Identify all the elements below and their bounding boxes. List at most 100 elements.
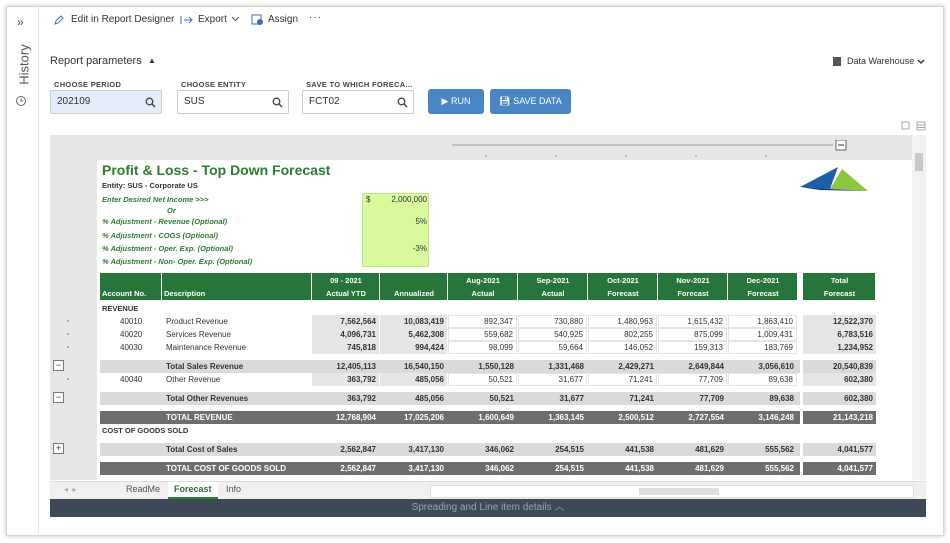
header-top: Nov-2021 xyxy=(658,276,728,285)
value-cell: 50,521 xyxy=(448,373,517,386)
value-cell: 3,146,248 xyxy=(728,411,797,424)
header-bottom: Forecast xyxy=(658,289,728,298)
value-cell: 892,347 xyxy=(448,315,517,328)
collapse-icon[interactable]: ▲ xyxy=(148,56,156,65)
sheet: Profit & Loss - Top Down Forecast Entity… xyxy=(97,160,912,480)
section-label: COST OF GOODS SOLD xyxy=(102,424,188,437)
value-cell: 159,313 xyxy=(658,341,727,354)
chevron xyxy=(917,59,925,65)
table-row: 40020Services Revenue4,096,7315,462,3085… xyxy=(100,328,876,341)
header-bottom: Description xyxy=(162,289,312,298)
value-cell: 441,538 xyxy=(588,443,657,456)
value-cell: 1,480,963 xyxy=(588,315,657,328)
view-icons[interactable] xyxy=(900,121,928,131)
input-value[interactable]: 5% xyxy=(415,217,427,226)
input-label: % Adjustment - Non- Oper. Exp. (Optional… xyxy=(102,257,252,266)
entity: Entity: SUS - Corporate US xyxy=(102,181,198,190)
value-cell: 2,727,554 xyxy=(658,411,727,424)
toolbar-item[interactable]: Export xyxy=(198,14,227,25)
description: Total Sales Revenue xyxy=(166,360,243,373)
history-label[interactable]: History xyxy=(17,35,32,95)
value-cell: 3,056,610 xyxy=(728,360,797,373)
value-cell: 602,380 xyxy=(803,392,876,405)
v-scrollbar[interactable] xyxy=(912,135,926,480)
value-cell: 1,234,952 xyxy=(803,341,876,354)
scroll-thumb[interactable] xyxy=(639,488,719,495)
header-bottom: Account No. xyxy=(100,289,162,298)
value-cell: 183,769 xyxy=(728,341,797,354)
header-top: Sep-2021 xyxy=(518,276,588,285)
header-top: Dec-2021 xyxy=(728,276,798,285)
value-cell: 89,638 xyxy=(728,392,797,405)
value-cell: 12,768,904 xyxy=(312,411,379,424)
value-cell: 346,062 xyxy=(448,443,517,456)
search-icon[interactable] xyxy=(145,97,156,111)
value-cell: 5,462,308 xyxy=(380,328,447,341)
header-top: Oct-2021 xyxy=(588,276,658,285)
outline-dot xyxy=(67,346,69,348)
tab-nav[interactable]: ◂ ▸ xyxy=(64,485,76,494)
save-button[interactable]: 💾︎ SAVE DATA xyxy=(490,89,571,114)
save-icon: 💾︎ xyxy=(499,96,513,106)
expand-icon[interactable]: » xyxy=(17,15,24,29)
value-cell: 7,562,564 xyxy=(312,315,379,328)
value-cell: 481,629 xyxy=(658,462,727,475)
value-cell: 31,677 xyxy=(518,392,587,405)
description: Maintenance Revenue xyxy=(166,341,246,354)
input-label: % Adjustment - COGS (Optional) xyxy=(102,231,218,240)
value-cell: 89,638 xyxy=(728,373,797,386)
value-cell: 16,540,150 xyxy=(380,360,447,373)
value-cell: 540,925 xyxy=(518,328,587,341)
description: Services Revenue xyxy=(166,328,231,341)
outline-toggle[interactable]: − xyxy=(53,392,64,403)
sheet-tab[interactable]: Info xyxy=(220,482,247,497)
input-value[interactable]: 2,000,000 xyxy=(391,195,427,204)
search-icon[interactable] xyxy=(397,97,408,111)
description: Product Revenue xyxy=(166,315,228,328)
report-frame: Profit & Loss - Top Down Forecast Entity… xyxy=(50,135,926,480)
more-icon[interactable]: ··· xyxy=(309,12,322,23)
value-cell: 994,424 xyxy=(380,341,447,354)
header-bottom: Annualized xyxy=(380,289,448,298)
toolbar-item[interactable]: Assign xyxy=(268,14,298,25)
value-cell: 602,380 xyxy=(803,373,876,386)
value-cell: 1,009,431 xyxy=(728,328,797,341)
scroll-thumb[interactable] xyxy=(915,153,923,171)
header-bottom: Actual xyxy=(448,289,518,298)
search-icon[interactable] xyxy=(272,97,283,111)
header-top: 09 - 2021 xyxy=(312,276,380,285)
params-title[interactable]: Report parameters xyxy=(50,55,142,67)
description: Total Other Revenues xyxy=(166,392,248,405)
value-cell: 71,241 xyxy=(588,392,657,405)
input-value[interactable]: -3% xyxy=(413,244,427,253)
data-source[interactable]: Data Warehouse xyxy=(847,56,914,66)
value-cell: 3,417,130 xyxy=(380,462,447,475)
value-cell: 730,880 xyxy=(518,315,587,328)
section-label: REVENUE xyxy=(102,302,138,315)
value-cell: 1,600,649 xyxy=(448,411,517,424)
value-cell: 1,615,432 xyxy=(658,315,727,328)
value-cell: 146,052 xyxy=(588,341,657,354)
sheet-tab[interactable]: Forecast xyxy=(168,482,218,499)
value-cell: 485,056 xyxy=(380,373,447,386)
h-scrollbar[interactable] xyxy=(430,485,914,498)
header-bottom: Actual xyxy=(518,289,588,298)
value-cell: 77,709 xyxy=(658,392,727,405)
description: Total Cost of Sales xyxy=(166,443,237,456)
header-top: Aug-2021 xyxy=(448,276,518,285)
input-label: % Adjustment - Oper. Exp. (Optional) xyxy=(102,244,233,253)
ruler xyxy=(450,140,855,160)
header-top: Total xyxy=(803,276,876,285)
account-no: 40020 xyxy=(120,328,142,341)
input-prefix: $ xyxy=(366,195,370,204)
value-cell: 1,863,410 xyxy=(728,315,797,328)
table-row: COST OF GOODS SOLD xyxy=(100,424,876,437)
details-bar[interactable]: Spreading and Line item details ︿ xyxy=(50,499,926,517)
button-label: SAVE DATA xyxy=(513,96,562,106)
run-button[interactable]: ▶ RUN xyxy=(428,89,484,114)
outline-toggle[interactable]: − xyxy=(53,360,64,371)
sheet-tab[interactable]: ReadMe xyxy=(120,482,166,497)
toolbar-item[interactable]: Edit in Report Designer xyxy=(71,14,174,25)
outline-toggle[interactable]: + xyxy=(53,443,64,454)
value-cell: 2,649,844 xyxy=(658,360,727,373)
